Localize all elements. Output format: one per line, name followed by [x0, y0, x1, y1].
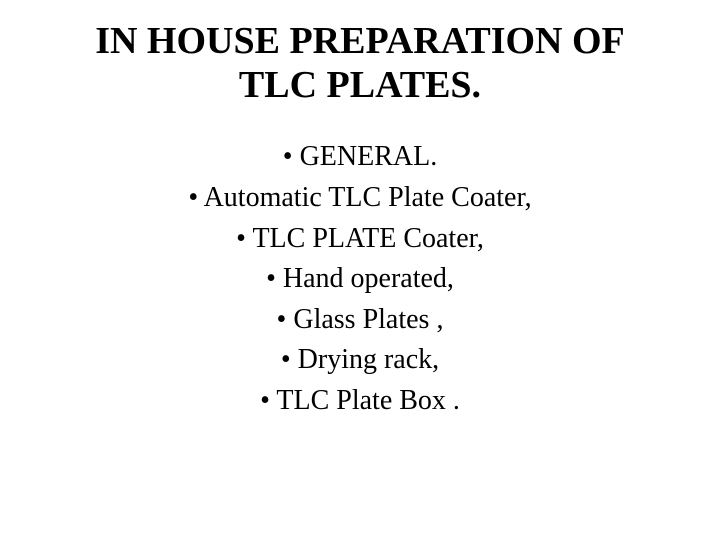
list-item: • Drying rack, [0, 340, 720, 381]
title-line-1: IN HOUSE PREPARATION OF [95, 20, 625, 62]
list-item: • Hand operated, [0, 259, 720, 300]
list-item: • TLC Plate Box . [0, 381, 720, 422]
list-item: • Automatic TLC Plate Coater, [0, 178, 720, 219]
list-item: • Glass Plates , [0, 300, 720, 341]
bullet-list: • GENERAL. • Automatic TLC Plate Coater,… [0, 137, 720, 421]
list-item: • TLC PLATE Coater, [0, 219, 720, 260]
title-line-2: TLC PLATES. [239, 64, 481, 106]
list-item: • GENERAL. [0, 137, 720, 178]
slide-title: IN HOUSE PREPARATION OF TLC PLATES. [0, 20, 720, 107]
